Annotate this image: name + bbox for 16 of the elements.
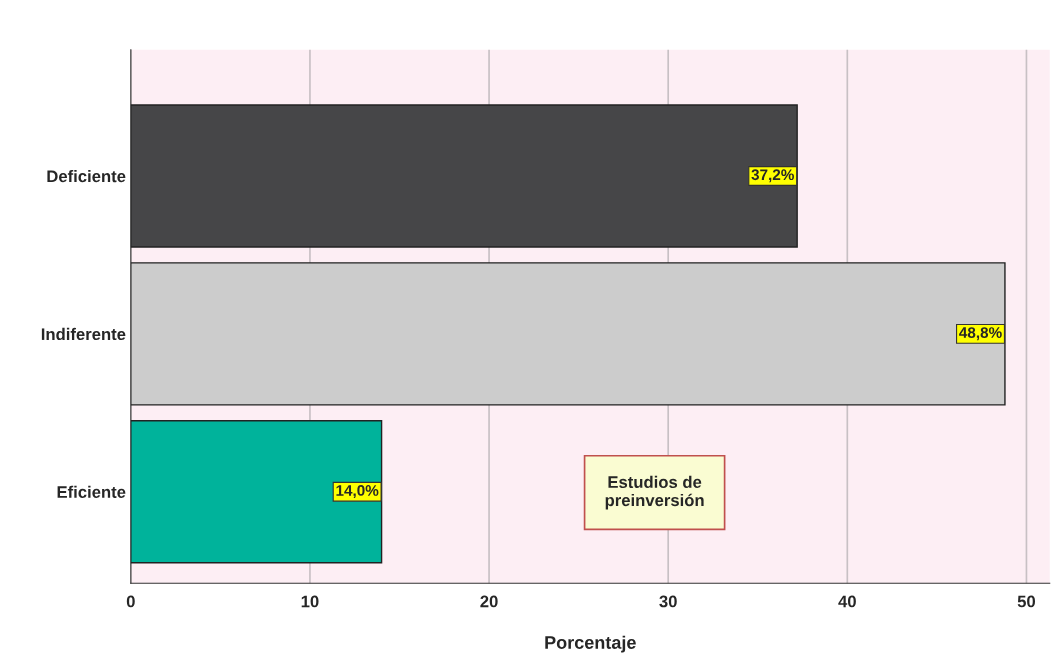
y-tick-label: Deficiente — [47, 169, 126, 183]
y-tick-label: Indiferente — [41, 327, 126, 341]
x-tick-label: 20 — [480, 595, 498, 608]
x-tick-label: 50 — [1017, 595, 1036, 608]
data-label: 37,2% — [751, 169, 794, 183]
x-axis-title: Porcentaje — [545, 635, 636, 653]
x-tick-label: 40 — [838, 595, 856, 608]
bar — [130, 420, 383, 564]
bar — [130, 104, 798, 248]
annotation: Estudios de preinversión — [605, 475, 704, 510]
data-label: 14,0% — [336, 485, 379, 499]
x-tick-label: 0 — [126, 595, 135, 608]
x-tick-label: 10 — [301, 595, 319, 608]
data-label: 48,8% — [959, 327, 1002, 341]
x-tick-label: 30 — [659, 595, 677, 608]
y-tick-label: Eficiente — [57, 485, 126, 498]
